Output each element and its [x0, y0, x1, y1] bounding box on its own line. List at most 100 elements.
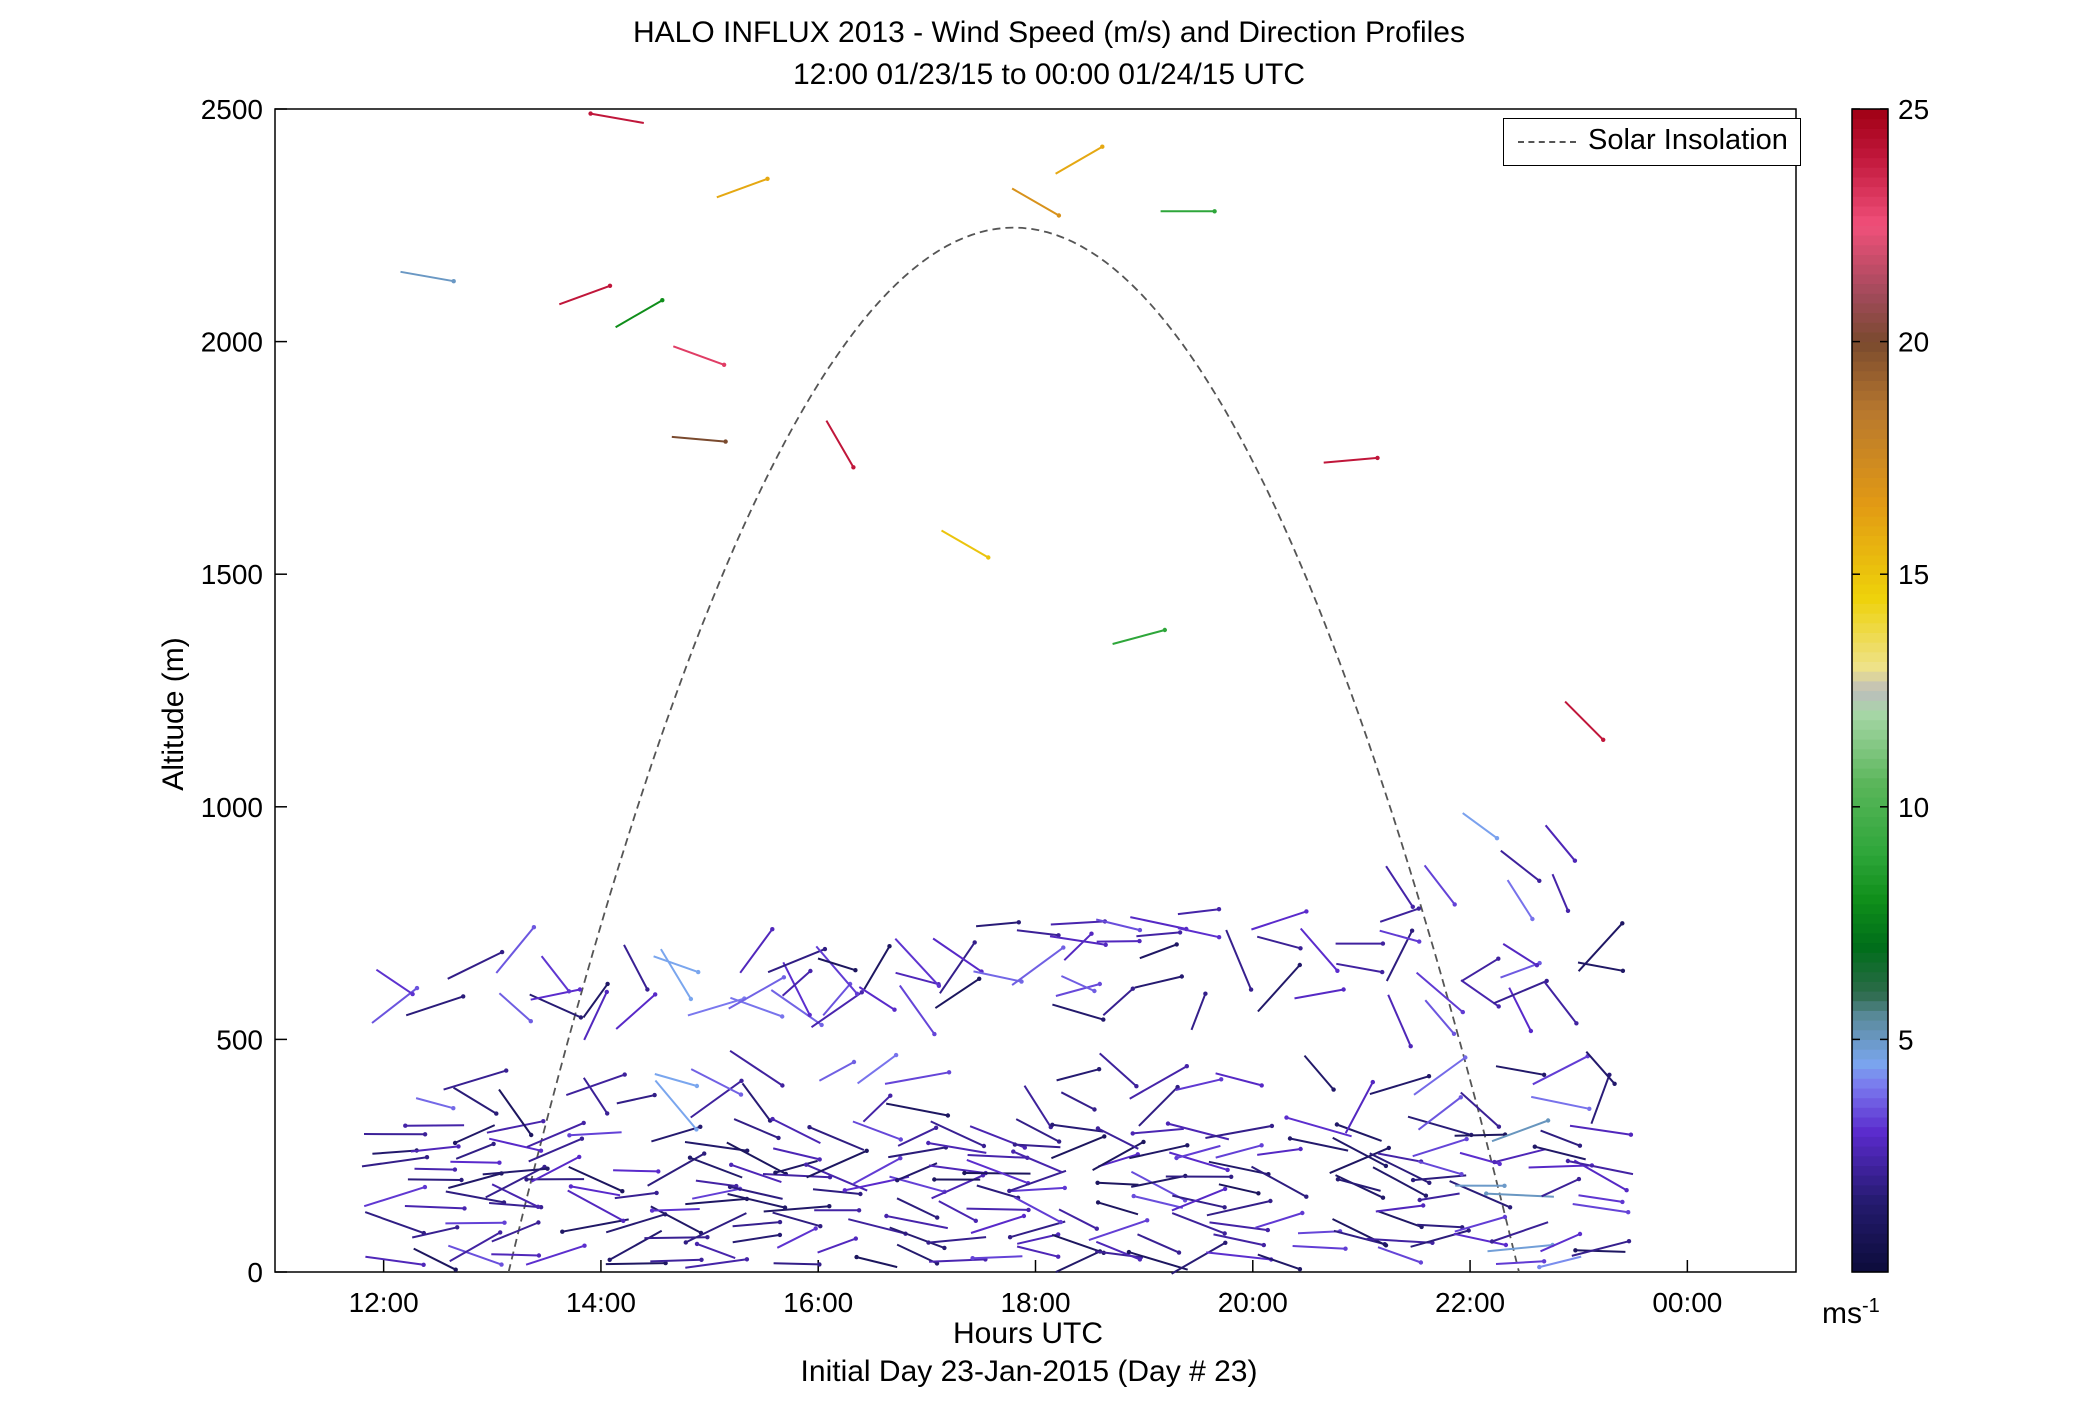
colorbar-frame: [1851, 108, 1889, 1273]
wind-vector-head: [461, 994, 466, 999]
wind-vector-head: [1626, 1210, 1631, 1215]
wind-vector: [540, 955, 570, 992]
wind-vector: [782, 961, 811, 1016]
wind-vector-head: [1426, 1074, 1432, 1079]
colorbar-band: [1852, 952, 1888, 963]
wind-vector: [863, 945, 891, 990]
wind-vector-head: [1219, 1077, 1224, 1082]
wind-vector: [1385, 865, 1414, 908]
colorbar-band: [1852, 428, 1888, 440]
wind-vector: [898, 984, 936, 1035]
wind-vector: [1413, 1056, 1466, 1096]
wind-vector-head: [1131, 1193, 1136, 1199]
wind-vector: [1172, 1194, 1225, 1209]
wind-vector: [375, 968, 414, 995]
colorbar-band: [1852, 1242, 1888, 1254]
colorbar-unit-exponent: -1: [1862, 1295, 1880, 1317]
wind-vector: [939, 941, 976, 994]
wind-vector: [1454, 1133, 1506, 1137]
colorbar-band: [1852, 438, 1888, 449]
wind-vector-head: [1095, 1180, 1100, 1186]
wind-vector: [486, 1120, 544, 1134]
wind-vector: [1139, 943, 1178, 960]
wind-vector-head: [1532, 1144, 1538, 1149]
wind-vector: [970, 1215, 1025, 1234]
wind-vector-upper: [941, 529, 989, 559]
wind-vector-head: [1380, 1195, 1386, 1200]
wind-vector: [365, 1255, 424, 1266]
wind-vector-head: [936, 983, 942, 988]
colorbar-band: [1852, 361, 1888, 372]
x-axis-sublabel: Initial Day 23-Jan-2015 (Day # 23): [800, 1355, 1258, 1388]
wind-vector: [1303, 1054, 1335, 1091]
wind-vector: [1131, 1174, 1186, 1188]
colorbar-band: [1852, 1155, 1888, 1166]
wind-vector: [1137, 1233, 1180, 1254]
wind-vector-head: [1223, 1240, 1228, 1246]
wind-vector-head: [528, 1019, 533, 1024]
wind-vector-head: [1576, 1176, 1582, 1182]
wind-vector-head: [529, 1132, 534, 1138]
wind-vector: [857, 1054, 897, 1085]
wind-vector: [1578, 1194, 1623, 1203]
wind-vector-head: [455, 1225, 460, 1230]
colorbar-band: [1852, 302, 1888, 314]
wind-vector-head: [1343, 1246, 1348, 1251]
colorbar-band: [1852, 1233, 1888, 1244]
wind-vector: [1205, 1124, 1273, 1139]
colorbar-band: [1852, 293, 1888, 304]
wind-vector-head: [654, 1190, 659, 1196]
wind-vector-head: [777, 1232, 783, 1238]
colorbar-band: [1852, 777, 1888, 788]
wind-vector-head: [694, 1127, 699, 1132]
colorbar-band: [1852, 1068, 1888, 1079]
wind-vector-head: [1624, 1188, 1629, 1193]
wind-vector: [1543, 980, 1578, 1024]
wind-vector-head: [926, 1240, 931, 1245]
wind-vector-head: [698, 1124, 703, 1130]
wind-vector: [895, 971, 939, 986]
wind-vector: [525, 1244, 585, 1266]
colorbar-band: [1852, 690, 1888, 701]
wind-vector: [567, 1189, 624, 1222]
wind-vector-head: [827, 1204, 832, 1209]
wind-vector: [772, 1147, 820, 1161]
wind-vector-head: [403, 1123, 408, 1128]
wind-vector: [583, 991, 608, 1041]
wind-vector: [767, 948, 826, 974]
colorbar-band: [1852, 593, 1888, 604]
wind-vector-head: [898, 1156, 903, 1161]
wind-vector: [452, 1086, 497, 1115]
wind-vector-head: [1094, 1226, 1100, 1231]
wind-vector-upper-head: [986, 555, 991, 560]
wind-vector: [654, 1079, 698, 1131]
wind-vector: [1132, 1127, 1184, 1135]
wind-vector: [568, 1165, 623, 1193]
wind-vector-head: [1256, 1191, 1261, 1196]
wind-vector: [565, 1073, 626, 1097]
wind-vector: [613, 1169, 659, 1173]
wind-vector-head: [504, 1068, 509, 1073]
wind-vector: [1530, 1095, 1590, 1110]
wind-vector: [1387, 994, 1412, 1047]
wind-vector: [1571, 1240, 1630, 1257]
wind-vector: [976, 1184, 1019, 1199]
wind-vector: [1493, 979, 1548, 1005]
wind-vector: [806, 1149, 868, 1179]
wind-vector-head: [1056, 1254, 1061, 1259]
wind-vector: [1494, 1148, 1546, 1164]
wind-vector-head: [422, 1132, 428, 1137]
wind-vector-upper-head: [723, 439, 728, 444]
colorbar-band: [1852, 719, 1888, 730]
wind-vector-head: [683, 1240, 688, 1245]
wind-vector-head: [1141, 1139, 1146, 1145]
colorbar-band: [1852, 147, 1888, 159]
wind-vector-head: [1165, 1121, 1171, 1126]
wind-vector: [772, 1211, 821, 1228]
wind-vector: [812, 1188, 861, 1195]
wind-vector: [932, 937, 983, 973]
wind-vector: [1215, 1072, 1262, 1087]
wind-vector: [776, 1227, 817, 1249]
wind-vector: [495, 926, 535, 974]
colorbar-tick-label: 20: [1898, 327, 1929, 358]
